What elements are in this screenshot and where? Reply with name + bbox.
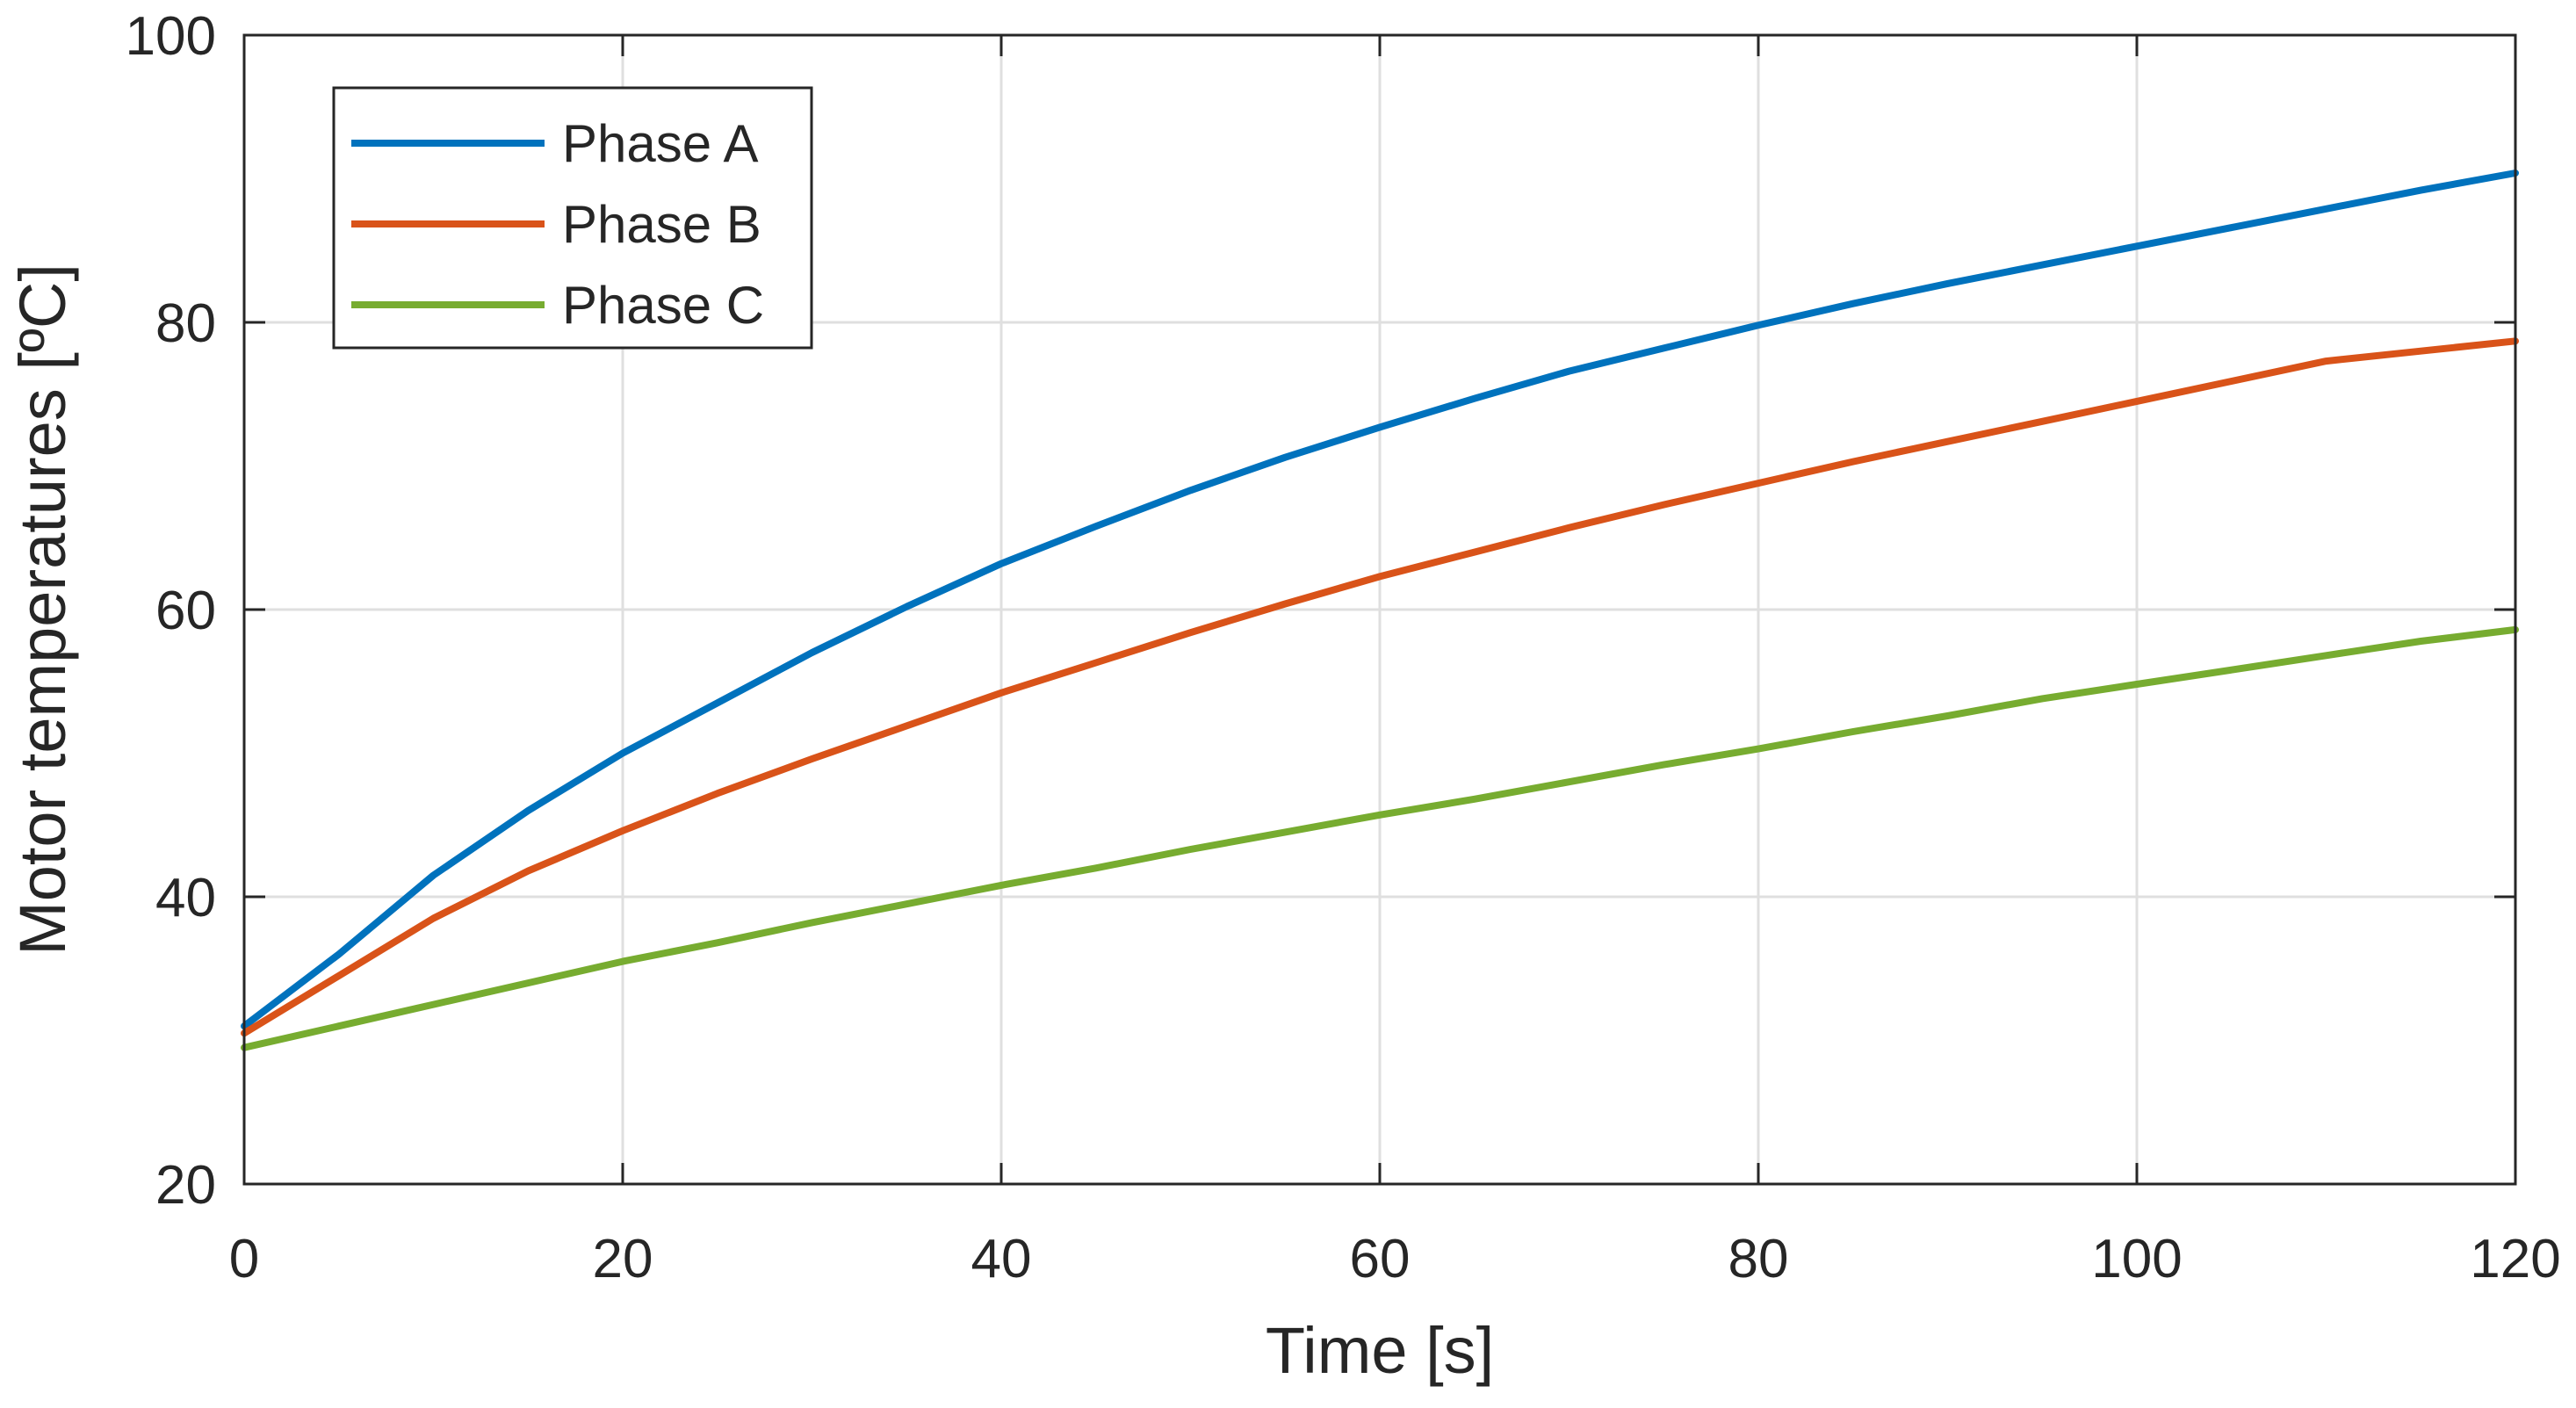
legend-label-phase-b: Phase B — [562, 195, 761, 254]
x-tick-label: 40 — [971, 1229, 1032, 1289]
y-tick-label: 40 — [155, 868, 216, 928]
series-line-phase-c — [241, 625, 2519, 1051]
x-tick-label: 80 — [1728, 1229, 1789, 1289]
y-tick-labels: 20 40 60 80 100 — [126, 6, 216, 1216]
x-tick-label: 100 — [2091, 1229, 2182, 1289]
series-line-phase-a — [241, 170, 2519, 1030]
y-axis-title: Motor temperatures [ºC] — [6, 264, 79, 956]
y-tick-label: 60 — [155, 581, 216, 641]
x-tick-label: 60 — [1350, 1229, 1411, 1289]
y-tick-label: 20 — [155, 1155, 216, 1216]
y-tick-label: 80 — [155, 293, 216, 354]
legend-label-phase-a: Phase A — [562, 114, 759, 173]
legend: Phase A Phase B Phase C — [332, 86, 813, 350]
series-group — [241, 170, 2519, 1051]
x-axis-title: Time [s] — [1266, 1314, 1494, 1387]
x-tick-label: 0 — [229, 1229, 259, 1289]
x-tick-label: 120 — [2470, 1229, 2560, 1289]
x-tick-labels: 0 20 40 60 80 100 120 — [229, 1229, 2561, 1289]
y-tick-label: 100 — [126, 6, 216, 67]
series-line-phase-b — [241, 337, 2519, 1037]
tick-marks — [242, 33, 2517, 1186]
legend-label-phase-c: Phase C — [562, 276, 764, 335]
x-tick-label: 20 — [593, 1229, 653, 1289]
